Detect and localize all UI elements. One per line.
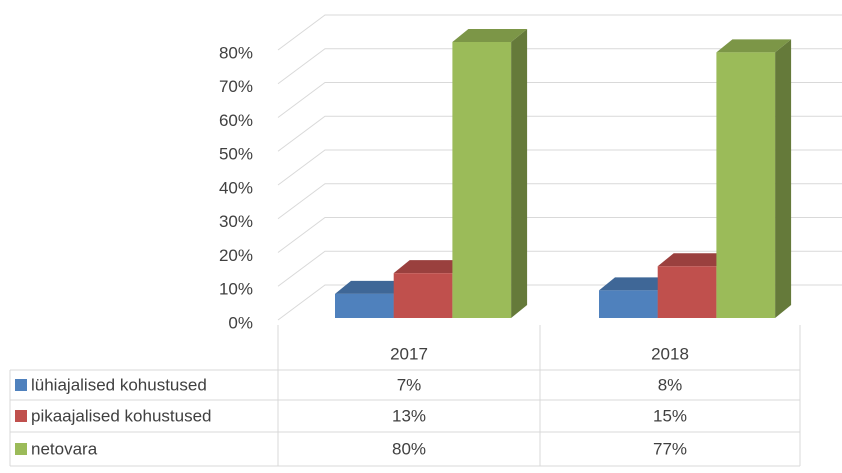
bar-top [657, 253, 733, 267]
legend-swatch [15, 443, 27, 455]
bar-top [335, 280, 410, 294]
grid-line [277, 82, 842, 118]
grid-line [277, 149, 842, 186]
legend-swatch [15, 410, 27, 422]
grid-line [277, 217, 842, 253]
y-tick-label: 80% [219, 43, 253, 62]
data-label: 7% [397, 375, 422, 394]
bar-front [393, 273, 453, 318]
bar-front [657, 266, 717, 318]
data-label: 13% [392, 406, 426, 425]
bar-top [716, 39, 792, 53]
y-tick-label: 60% [219, 111, 253, 130]
bar [452, 29, 528, 318]
legend-label: netovara [31, 439, 98, 458]
bar-front [599, 290, 658, 318]
data-label: 80% [392, 439, 426, 458]
bar-side [775, 39, 792, 318]
grid-line [277, 183, 842, 220]
y-tick-label: 20% [219, 246, 253, 265]
bar-side [511, 29, 528, 318]
y-tick-label: 0% [228, 313, 253, 332]
data-label: 77% [653, 439, 687, 458]
y-tick-label: 30% [219, 212, 253, 231]
y-tick-label: 50% [219, 145, 253, 164]
y-tick-label: 70% [219, 77, 253, 96]
grid-line [277, 115, 842, 152]
bar-top [393, 260, 469, 274]
grid-line [277, 14, 842, 51]
x-tick-label: 2017 [390, 344, 428, 363]
x-tick-label: 2018 [651, 344, 689, 363]
bar-top [452, 29, 528, 42]
bar [716, 39, 792, 318]
legend-label: pikaajalised kohustused [31, 406, 212, 425]
bar-front [716, 52, 776, 318]
legend-label: lühiajalised kohustused [31, 375, 207, 394]
bar-top [599, 277, 674, 291]
grid-line [277, 250, 842, 287]
bar-front [335, 293, 394, 318]
grid-line [277, 48, 842, 85]
data-label: 8% [658, 375, 683, 394]
legend-swatch [15, 379, 27, 391]
y-tick-label: 10% [219, 280, 253, 299]
y-tick-label: 40% [219, 178, 253, 197]
data-label: 15% [653, 406, 687, 425]
bar-front [452, 42, 512, 318]
